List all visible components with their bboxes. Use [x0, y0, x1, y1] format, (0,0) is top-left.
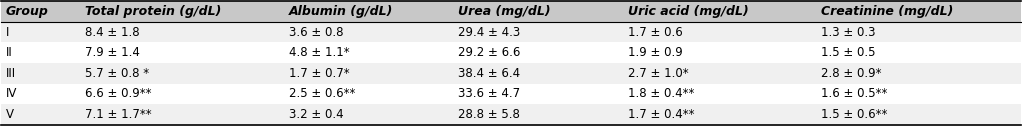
Bar [81, 84, 284, 104]
Bar [1, 84, 81, 104]
Text: 3.2 ± 0.4: 3.2 ± 0.4 [288, 108, 343, 121]
Bar [81, 22, 284, 42]
Bar [1, 42, 81, 63]
Bar [624, 42, 817, 63]
Bar [455, 104, 624, 125]
Bar [284, 63, 455, 84]
Text: 3.6 ± 0.8: 3.6 ± 0.8 [288, 26, 343, 39]
Text: 38.4 ± 6.4: 38.4 ± 6.4 [459, 67, 520, 80]
Text: 7.9 ± 1.4: 7.9 ± 1.4 [85, 46, 140, 59]
Text: I: I [5, 26, 9, 39]
Text: II: II [5, 46, 12, 59]
Text: Urea (mg/dL): Urea (mg/dL) [459, 5, 551, 18]
Bar [455, 22, 624, 42]
Bar [817, 22, 1021, 42]
Text: Creatinine (mg/dL): Creatinine (mg/dL) [821, 5, 954, 18]
Bar [455, 84, 624, 104]
Bar [1, 1, 81, 22]
Bar [1, 22, 81, 42]
Text: 1.7 ± 0.4**: 1.7 ± 0.4** [629, 108, 695, 121]
Bar [624, 63, 817, 84]
Bar [81, 104, 284, 125]
Bar [817, 1, 1021, 22]
Bar [455, 63, 624, 84]
Bar [81, 42, 284, 63]
Bar [81, 63, 284, 84]
Text: Group: Group [5, 5, 48, 18]
Text: 1.5 ± 0.5: 1.5 ± 0.5 [821, 46, 876, 59]
Text: 33.6 ± 4.7: 33.6 ± 4.7 [459, 87, 520, 100]
Bar [624, 1, 817, 22]
Text: Albumin (g/dL): Albumin (g/dL) [288, 5, 392, 18]
Text: 1.3 ± 0.3: 1.3 ± 0.3 [821, 26, 876, 39]
Bar [284, 104, 455, 125]
Text: 28.8 ± 5.8: 28.8 ± 5.8 [459, 108, 520, 121]
Text: 29.4 ± 4.3: 29.4 ± 4.3 [459, 26, 520, 39]
Bar [817, 42, 1021, 63]
Text: 5.7 ± 0.8 *: 5.7 ± 0.8 * [85, 67, 149, 80]
Text: 1.8 ± 0.4**: 1.8 ± 0.4** [629, 87, 695, 100]
Text: IV: IV [5, 87, 16, 100]
Bar [284, 84, 455, 104]
Bar [817, 63, 1021, 84]
Bar [284, 42, 455, 63]
Bar [284, 1, 455, 22]
Text: 7.1 ± 1.7**: 7.1 ± 1.7** [85, 108, 151, 121]
Bar [284, 22, 455, 42]
Text: Uric acid (mg/dL): Uric acid (mg/dL) [629, 5, 749, 18]
Bar [81, 1, 284, 22]
Bar [624, 104, 817, 125]
Bar [1, 63, 81, 84]
Text: 4.8 ± 1.1*: 4.8 ± 1.1* [288, 46, 350, 59]
Text: 2.5 ± 0.6**: 2.5 ± 0.6** [288, 87, 355, 100]
Bar [624, 84, 817, 104]
Text: Total protein (g/dL): Total protein (g/dL) [85, 5, 221, 18]
Bar [455, 1, 624, 22]
Text: 6.6 ± 0.9**: 6.6 ± 0.9** [85, 87, 151, 100]
Text: 8.4 ± 1.8: 8.4 ± 1.8 [85, 26, 139, 39]
Text: 2.7 ± 1.0*: 2.7 ± 1.0* [629, 67, 689, 80]
Bar [817, 104, 1021, 125]
Text: 2.8 ± 0.9*: 2.8 ± 0.9* [821, 67, 881, 80]
Bar [624, 22, 817, 42]
Bar [455, 42, 624, 63]
Bar [1, 104, 81, 125]
Bar [817, 84, 1021, 104]
Text: V: V [5, 108, 13, 121]
Text: 1.7 ± 0.7*: 1.7 ± 0.7* [288, 67, 350, 80]
Text: III: III [5, 67, 15, 80]
Text: 1.9 ± 0.9: 1.9 ± 0.9 [629, 46, 683, 59]
Text: 1.7 ± 0.6: 1.7 ± 0.6 [629, 26, 683, 39]
Text: 1.6 ± 0.5**: 1.6 ± 0.5** [821, 87, 887, 100]
Text: 1.5 ± 0.6**: 1.5 ± 0.6** [821, 108, 887, 121]
Text: 29.2 ± 6.6: 29.2 ± 6.6 [459, 46, 521, 59]
